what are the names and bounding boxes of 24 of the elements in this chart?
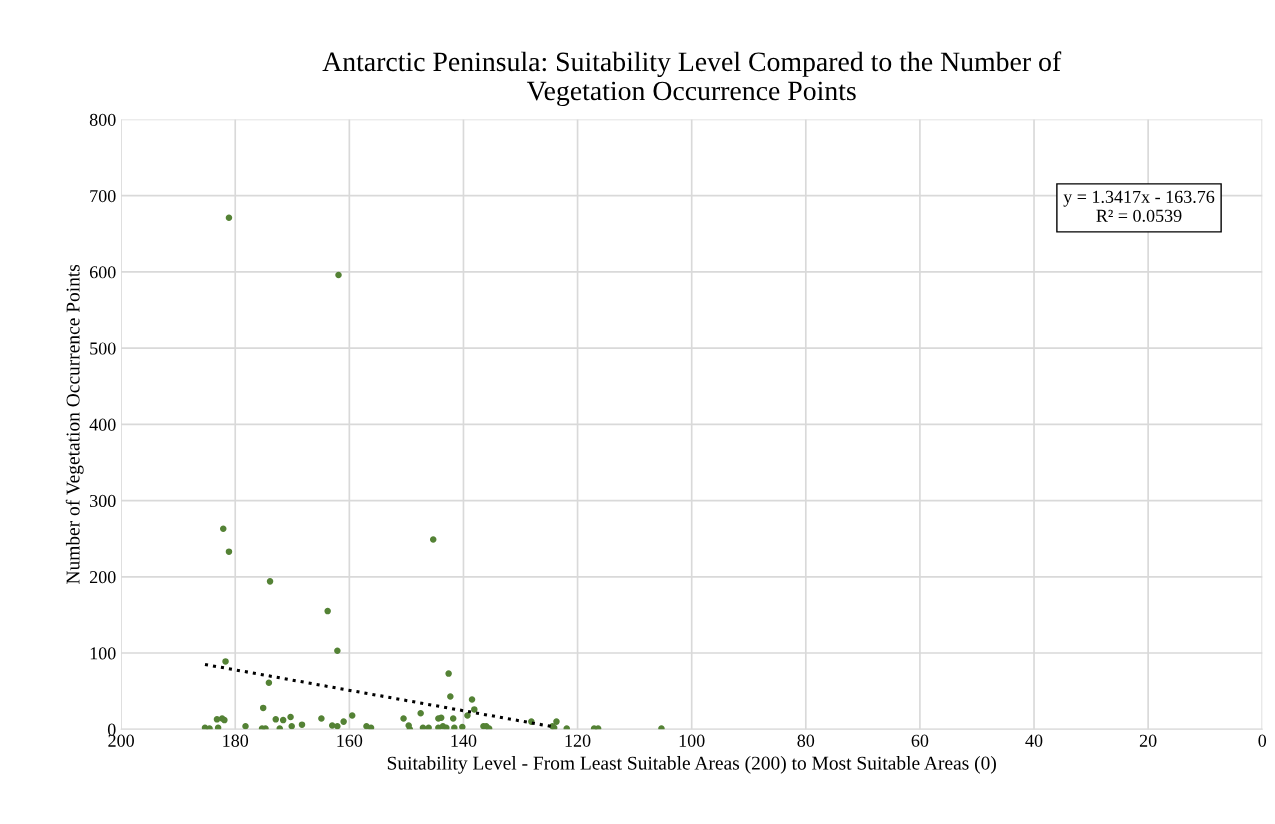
x-tick-label: 20	[1139, 734, 1157, 747]
x-tick-label: 140	[451, 734, 477, 747]
y-tick-label: 100	[90, 647, 116, 660]
y-tick-label: 600	[89, 266, 116, 279]
y-tick-label: 700	[90, 189, 116, 203]
y-tick-label: 300	[90, 494, 116, 508]
x-tick-label: 60	[911, 734, 929, 747]
y-tick-label: 800	[89, 113, 116, 126]
x-tick-label: 200	[108, 734, 134, 747]
y-tick-label: 400	[89, 418, 116, 431]
x-axis-title: Suitability Level - From Least Suitable Areas (200) to Most Suitable Areas (0)	[387, 756, 996, 774]
x-tick-label: 0	[1258, 734, 1267, 747]
chart-title: Antarctic Peninsula: Suitability Level Compared to the Number of Vegetation Occurrence Points	[322, 51, 1062, 107]
y-tick-label: 0	[107, 723, 116, 736]
x-tick-label: 40	[1025, 734, 1043, 747]
annotation: y = 1.3417x - 163.76 R² = 0.0539	[1063, 190, 1215, 222]
x-tick-label: 160	[337, 734, 363, 747]
y-tick-label: 500	[90, 342, 116, 355]
x-tick-label: 180	[223, 734, 249, 747]
x-tick-label: 80	[797, 734, 815, 747]
y-tick-label: 200	[89, 571, 116, 584]
x-tick-label: 100	[679, 734, 705, 747]
y-axis-title: Number of Vegetation Occurrence Points	[65, 264, 84, 584]
x-tick-label: 120	[565, 734, 591, 747]
